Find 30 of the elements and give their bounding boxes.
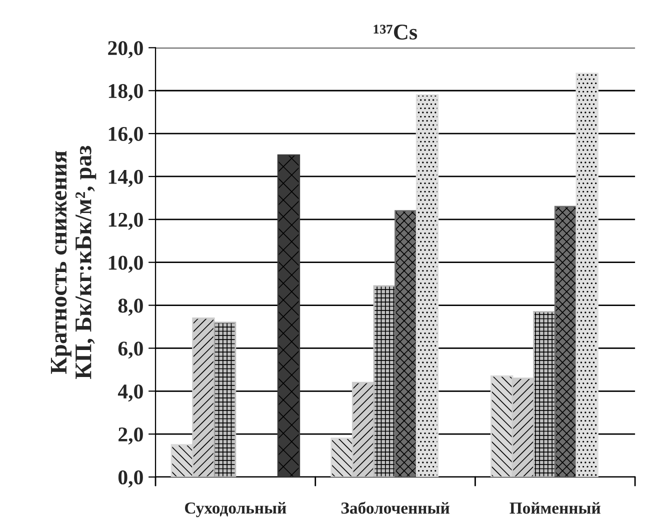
y-tick-label: 12,0 (108, 212, 143, 230)
y-tick-label: 8,0 (118, 298, 143, 316)
bar (394, 210, 418, 477)
bar (490, 375, 514, 477)
bar (277, 154, 300, 477)
y-tick-label: 18,0 (108, 84, 143, 102)
chart-title: ¹³⁷Cs (374, 24, 418, 40)
bar (554, 206, 578, 477)
x-tick-label: Пойменный (510, 502, 600, 514)
y-tick-label: 0,0 (118, 470, 143, 488)
bar (512, 378, 535, 477)
bar (533, 311, 556, 477)
y-tick-label: 20,0 (108, 41, 143, 58)
bar (170, 444, 194, 477)
bar (373, 285, 396, 477)
y-tick-label: 10,0 (108, 256, 143, 273)
y-tick-label: 4,0 (118, 384, 143, 402)
bar (352, 382, 375, 477)
bar (192, 317, 215, 477)
bar (213, 322, 236, 477)
bar (330, 438, 354, 477)
x-tick-label: Суходольный (185, 502, 286, 518)
x-tick-label: Заболоченный (341, 502, 450, 514)
y-tick-label: 2,0 (118, 427, 143, 445)
y-tick-label: 14,0 (108, 170, 143, 187)
y-axis-title: Кратность снижения КП, Бк/кг:кБк/м², раз (50, 146, 96, 379)
bar (576, 72, 598, 477)
y-tick-label: 6,0 (118, 342, 143, 359)
bar (416, 94, 439, 477)
y-tick-label: 16,0 (108, 126, 143, 144)
